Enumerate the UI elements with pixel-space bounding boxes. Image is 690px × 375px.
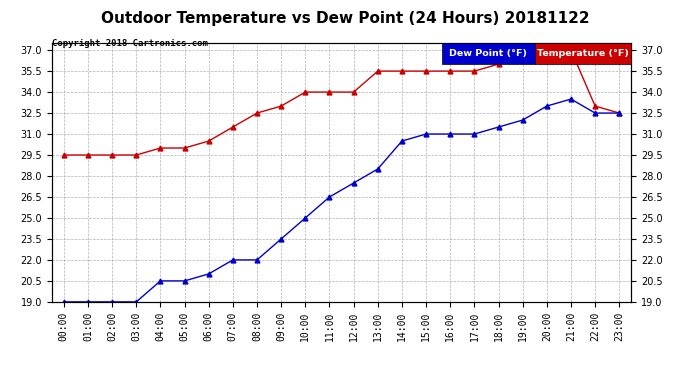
Text: Copyright 2018 Cartronics.com: Copyright 2018 Cartronics.com <box>52 39 208 48</box>
Text: Outdoor Temperature vs Dew Point (24 Hours) 20181122: Outdoor Temperature vs Dew Point (24 Hou… <box>101 11 589 26</box>
Text: Temperature (°F): Temperature (°F) <box>537 49 629 58</box>
Text: Dew Point (°F): Dew Point (°F) <box>449 49 527 58</box>
